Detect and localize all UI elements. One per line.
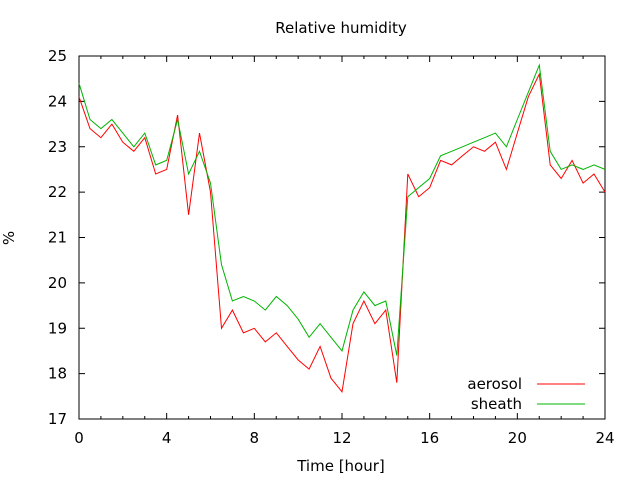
y-tick-label: 21 (48, 229, 67, 247)
legend-label-aerosol: aerosol (467, 375, 522, 393)
x-tick-label: 8 (250, 429, 260, 447)
y-tick-label: 18 (48, 365, 67, 383)
x-tick-label: 0 (74, 429, 84, 447)
y-tick-label: 17 (48, 410, 67, 428)
series-lines (78, 63, 606, 393)
y-tick-label: 25 (48, 47, 67, 65)
y-axis-label: % (0, 231, 18, 245)
x-tick-label: 24 (595, 429, 614, 447)
legend: aerosol sheath (467, 375, 585, 413)
y-tick-label: 23 (48, 138, 67, 156)
plot-area-frame (78, 55, 606, 420)
x-tick-label: 12 (332, 429, 351, 447)
legend-label-sheath: sheath (471, 395, 522, 413)
y-tick-label: 24 (48, 92, 67, 110)
y-tick-label: 22 (48, 183, 67, 201)
series-line-sheath (78, 63, 606, 356)
x-axis-label: Time [hour] (296, 457, 385, 475)
x-tick-label: 4 (162, 429, 172, 447)
x-tick-label: 20 (508, 429, 527, 447)
series-line-aerosol (78, 72, 606, 393)
x-tick-label: 16 (420, 429, 439, 447)
chart-title: Relative humidity (275, 19, 407, 37)
axis-ticks: 0 4 8 12 16 20 24 17 18 19 20 21 22 23 24 25 (48, 47, 615, 447)
y-tick-label: 20 (48, 274, 67, 292)
y-tick-label: 19 (48, 319, 67, 337)
